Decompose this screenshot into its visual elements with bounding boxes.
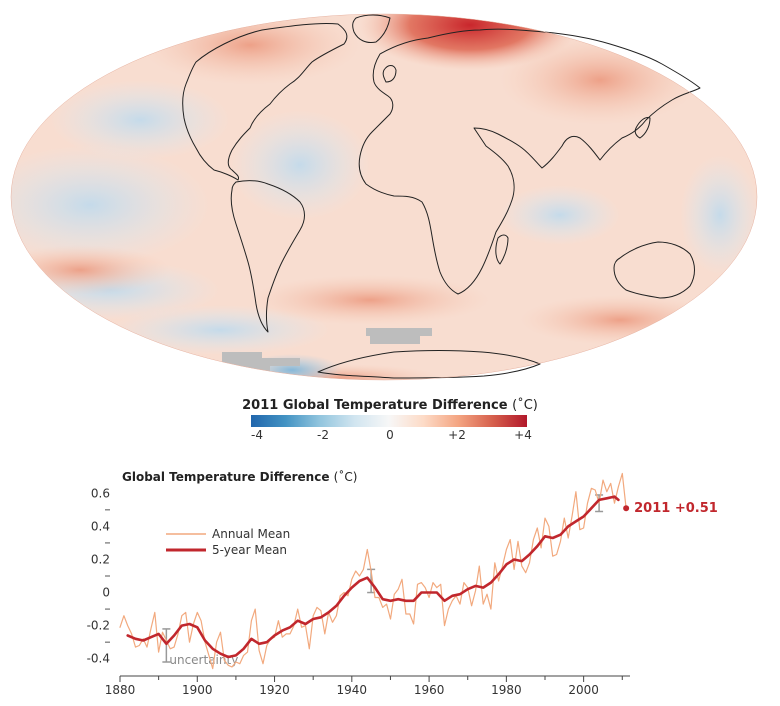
uncertainty-bars: uncertainty [162,494,604,667]
uncertainty-bar [162,628,171,663]
x-tick-label: 1960 [414,683,445,697]
y-tick-label: 0.6 [91,486,110,500]
y-tick-label: 0.2 [91,552,110,566]
x-tick-label: 1940 [337,683,368,697]
coastline-japan [634,117,651,139]
colorbar [251,415,527,427]
world-map [10,13,758,381]
x-tick-label: 1980 [491,683,522,697]
chart-title: Global Temperature Difference (˚C) [122,470,357,484]
warm-anomaly-south-atlantic [250,275,490,325]
coastline-south-america [230,180,305,333]
legend-label: Annual Mean [212,527,290,541]
y-tick-label: -0.2 [87,619,110,633]
colorbar-tick: +4 [514,428,532,442]
series-5-year-mean [126,495,620,659]
chart-axes: 1880 1900 1920 1940 1960 1980 2000 0.6 0.4 0.2 0 -0… [87,486,630,697]
warm-anomaly-southern-indian [520,295,720,345]
uncertainty-label: uncertainty [169,653,238,667]
chart-annotation: 2011 +0.51 [623,501,718,516]
x-tick-label: 1880 [105,683,136,697]
legend-label: 5-year Mean [212,543,287,557]
cool-anomaly-indian [500,185,620,245]
y-tick-label: 0 [102,586,110,600]
y-tick-label: -0.4 [87,652,110,666]
warm-anomaly-arctic [360,14,580,70]
coastline-australia [613,241,695,299]
annotation-dot [623,505,630,512]
colorbar-tick: -2 [317,428,329,442]
colorbar-tick: -4 [251,428,263,442]
warm-anomaly-siberia [500,35,700,125]
colorbar-tick: +2 [448,428,466,442]
cool-anomaly-pacific-north [50,80,230,160]
temperature-chart: 1880 1900 1920 1940 1960 1980 2000 0.6 0.4 0.2 0 -0… [87,472,718,697]
chart-legend: Annual Mean 5-year Mean [166,527,290,557]
colorbar-tick: 0 [386,428,394,442]
cool-anomaly-atlantic [230,110,370,220]
missing-data-patch-2 [366,328,432,344]
x-tick-label: 2000 [568,683,599,697]
chart-title-text: Global Temperature Difference [122,470,330,484]
cool-anomaly-east-pacific [11,145,210,265]
series-annual-mean [119,472,627,670]
map-title: 2011 Global Temperature Difference [242,398,508,413]
coastline-madagascar [495,234,509,265]
annotation-label: 2011 +0.51 [634,501,718,516]
coastline-eurasia-africa [358,28,701,295]
coastline-antarctica [317,350,541,379]
x-tick-label: 1920 [259,683,290,697]
cool-anomaly-southern-pacific [110,305,330,355]
map-scale-title: 2011 Global Temperature Difference (˚C) [0,398,780,413]
chart-series [119,472,627,670]
chart-unit: (˚C) [333,470,358,484]
coastline-uk [382,65,397,83]
coastline-greenland [352,14,391,43]
cool-anomaly-east [680,155,757,275]
warm-anomaly-canada [140,14,360,85]
map-unit: (˚C) [512,398,538,413]
globe-outline [10,13,758,381]
x-tick-label: 1900 [182,683,213,697]
coastline-north-america [182,22,348,181]
y-tick-label: 0.4 [91,519,110,533]
